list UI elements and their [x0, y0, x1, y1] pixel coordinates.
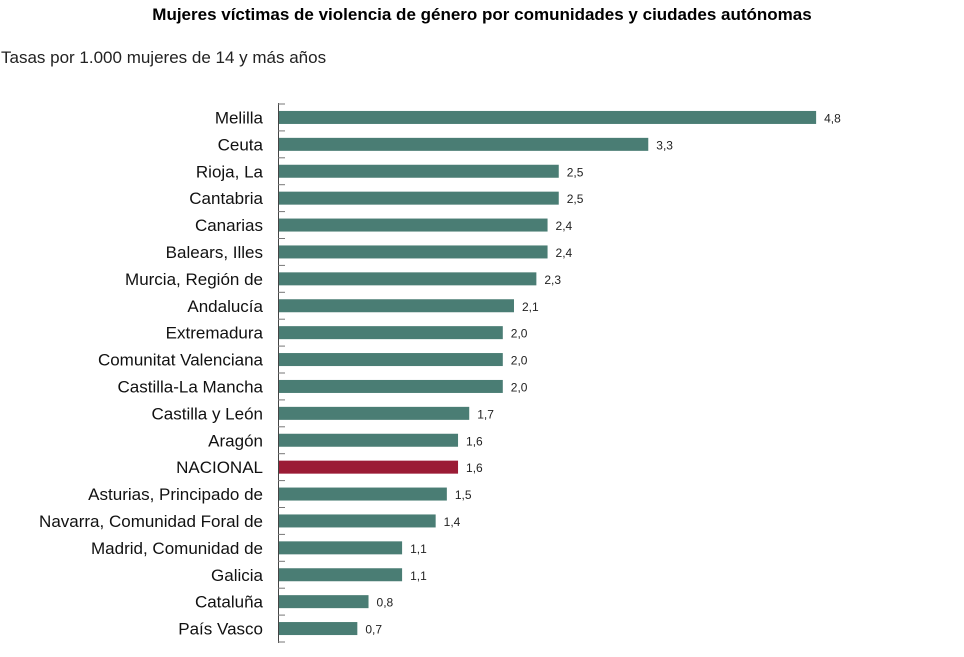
category-label: Navarra, Comunidad Foral de	[39, 512, 263, 531]
category-label: Cataluña	[195, 593, 264, 612]
category-label: Murcia, Región de	[125, 270, 263, 289]
category-label: Canarias	[195, 216, 263, 235]
bar	[279, 622, 358, 636]
category-label: Castilla y León	[151, 404, 263, 423]
bar	[279, 218, 548, 232]
data-label: 2,4	[556, 219, 573, 233]
chart-title: Mujeres víctimas de violencia de género …	[152, 5, 812, 24]
category-label: NACIONAL	[176, 458, 263, 477]
category-label: Andalucía	[187, 297, 263, 316]
data-label: 1,1	[410, 542, 427, 556]
bar	[279, 460, 459, 474]
bar	[279, 379, 503, 393]
category-label: Aragón	[208, 431, 263, 450]
category-label: Ceuta	[218, 135, 264, 154]
data-label: 1,7	[477, 407, 494, 421]
category-label: Melilla	[215, 108, 264, 127]
chart-subtitle: Tasas por 1.000 mujeres de 14 y más años	[1, 48, 327, 67]
data-label: 2,4	[556, 246, 573, 260]
category-label: Balears, Illes	[166, 243, 263, 262]
data-label: 2,5	[567, 165, 584, 179]
data-label: 1,1	[410, 569, 427, 583]
bar	[279, 406, 470, 420]
bar	[279, 272, 537, 286]
data-label: 1,4	[444, 515, 461, 529]
bar	[279, 164, 559, 178]
bar	[279, 191, 559, 205]
data-label: 2,3	[544, 273, 561, 287]
bar	[279, 137, 649, 151]
category-label: Castilla-La Mancha	[117, 377, 263, 396]
data-label: 2,1	[522, 300, 539, 314]
data-label: 1,6	[466, 434, 483, 448]
data-label: 4,8	[824, 111, 841, 125]
bar	[279, 299, 514, 313]
bar	[279, 110, 817, 124]
bar	[279, 595, 369, 609]
bar	[279, 245, 548, 259]
data-label: 1,5	[455, 488, 472, 502]
data-label: 3,3	[656, 138, 673, 152]
data-label: 2,0	[511, 327, 528, 341]
bar	[279, 568, 403, 582]
category-label: Extremadura	[166, 324, 264, 343]
data-label: 2,0	[511, 354, 528, 368]
data-label: 0,8	[377, 596, 394, 610]
bar	[279, 487, 447, 501]
bar	[279, 433, 459, 447]
bar	[279, 514, 436, 528]
category-label: País Vasco	[178, 620, 263, 639]
data-label: 2,5	[567, 192, 584, 206]
category-label: Rioja, La	[196, 162, 264, 181]
category-label: Cantabria	[189, 189, 263, 208]
category-label: Madrid, Comunidad de	[91, 539, 263, 558]
data-label: 2,0	[511, 380, 528, 394]
bar	[279, 353, 503, 367]
category-label: Asturias, Principado de	[88, 485, 263, 504]
data-label: 1,6	[466, 461, 483, 475]
data-label: 0,7	[365, 623, 382, 637]
category-label: Comunitat Valenciana	[98, 351, 264, 370]
bar	[279, 541, 403, 555]
category-label: Galicia	[211, 566, 264, 585]
bar	[279, 326, 503, 340]
